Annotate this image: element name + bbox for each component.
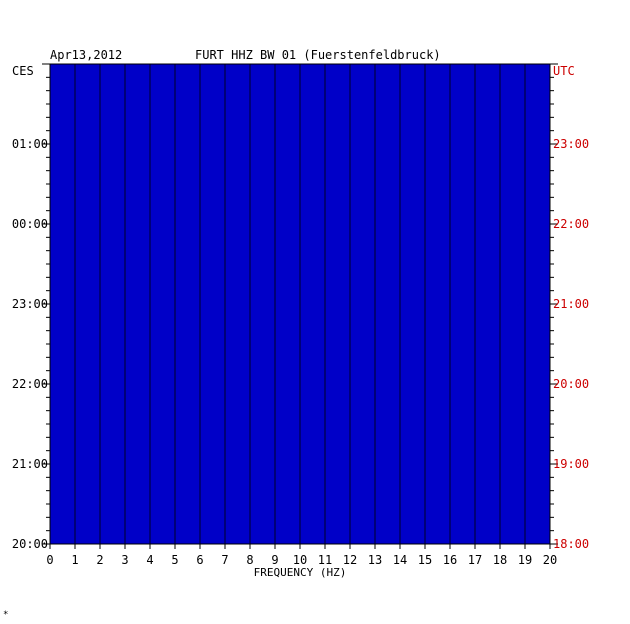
- left-axis-label: CES: [12, 64, 34, 78]
- station-title: FURT HHZ BW 01 (Fuerstenfeldbruck): [195, 48, 441, 62]
- right-axis-label: UTC: [553, 64, 575, 78]
- date-label: Apr13,2012: [50, 48, 122, 62]
